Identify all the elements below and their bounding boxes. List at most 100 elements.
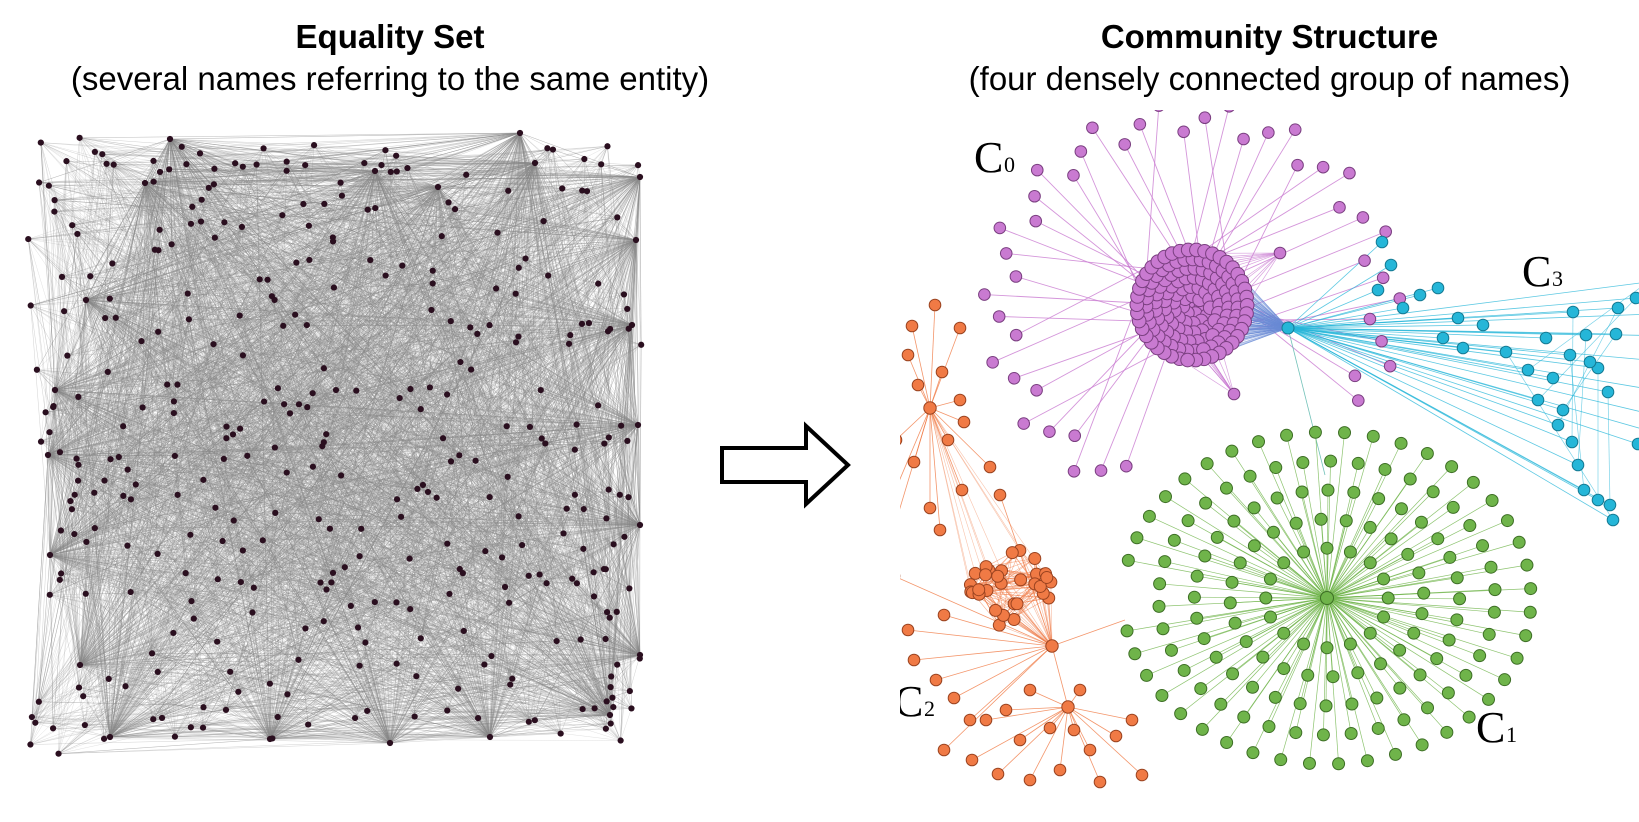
equality-edge xyxy=(90,138,171,277)
equality-edge xyxy=(519,132,641,656)
equality-edge xyxy=(635,239,641,526)
equality-edge xyxy=(601,164,641,656)
equality-edge xyxy=(59,424,639,453)
equality-edge xyxy=(431,176,641,311)
equality-edge xyxy=(635,239,642,345)
equality-edge xyxy=(409,424,639,559)
equality-edge xyxy=(540,389,639,426)
equality-edge xyxy=(515,293,641,656)
equality-edge xyxy=(521,239,637,546)
equality-edge xyxy=(598,283,611,716)
equality-edge xyxy=(193,524,641,619)
equality-edge xyxy=(269,654,641,684)
equality-edge xyxy=(607,146,641,656)
equality-edge xyxy=(497,132,521,233)
equality-edge xyxy=(201,199,641,656)
equality-edge xyxy=(457,176,641,689)
equality-edge xyxy=(619,239,637,495)
equality-edge xyxy=(105,317,639,426)
equality-edge xyxy=(190,654,641,728)
equality-edge xyxy=(470,327,641,656)
equality-edge xyxy=(112,132,521,264)
equality-edge xyxy=(593,324,633,597)
left-panel-title: Equality Set (several names referring to… xyxy=(0,16,780,100)
equality-edge xyxy=(410,388,641,656)
equality-edge xyxy=(477,424,639,719)
equality-edge xyxy=(576,583,611,716)
equality-edge xyxy=(447,654,641,711)
equality-edge xyxy=(326,434,641,526)
equality-edge xyxy=(130,591,491,738)
equality-edge xyxy=(541,324,633,439)
equality-edge xyxy=(78,654,641,688)
equality-edge xyxy=(85,239,637,301)
equality-edge xyxy=(289,239,637,414)
equality-edge xyxy=(314,144,637,241)
equality-edge xyxy=(508,602,611,716)
equality-set-subtitle: (several names referring to the same ent… xyxy=(70,60,710,97)
equality-edge xyxy=(628,328,641,656)
equality-edge xyxy=(562,188,637,241)
equality-edge xyxy=(177,239,637,385)
equality-edge xyxy=(525,258,633,326)
equality-edge xyxy=(185,572,611,716)
equality-edge xyxy=(582,190,637,241)
equality-edge xyxy=(61,132,521,278)
equality-edge xyxy=(39,138,171,183)
equality-edge xyxy=(361,239,637,529)
equality-edge xyxy=(169,138,639,166)
equality-edge xyxy=(58,742,391,754)
equality-edge xyxy=(396,132,521,156)
equality-edge xyxy=(309,259,641,656)
equality-edge xyxy=(181,146,611,716)
equality-edge xyxy=(242,324,633,356)
equality-edge xyxy=(432,239,637,284)
equality-edge xyxy=(39,182,637,241)
equality-edge xyxy=(534,524,641,721)
equality-set-title: Equality Set xyxy=(295,18,485,55)
equality-edge xyxy=(541,438,611,716)
equality-edge xyxy=(601,164,637,241)
equality-edge xyxy=(562,188,611,716)
equality-edge xyxy=(54,138,171,201)
equality-edge xyxy=(30,305,51,556)
equality-edge xyxy=(35,138,171,723)
equality-edge xyxy=(79,132,521,139)
equality-edge xyxy=(186,164,641,656)
equality-edge xyxy=(201,132,521,200)
equality-edge xyxy=(583,548,611,716)
equality-edge xyxy=(35,454,49,723)
equality-edge xyxy=(409,558,611,716)
equality-edge xyxy=(190,132,521,224)
equality-edge xyxy=(287,654,641,695)
equality-edge xyxy=(314,132,521,146)
equality-edge xyxy=(489,545,523,738)
equality-edge xyxy=(541,438,641,656)
equality-edge xyxy=(188,132,521,320)
equality-edge xyxy=(635,239,641,656)
equality-edge xyxy=(269,736,491,740)
equality-edge xyxy=(157,132,521,555)
equality-edge xyxy=(40,142,641,178)
equality-edge xyxy=(471,369,641,526)
equality-edge xyxy=(324,203,639,426)
equality-edge xyxy=(570,335,639,426)
equality-edge xyxy=(489,308,628,738)
equality-edge xyxy=(83,696,611,716)
equality-edge xyxy=(609,617,641,656)
equality-edge xyxy=(624,176,641,537)
equality-edge xyxy=(169,138,618,218)
equality-edge xyxy=(332,132,521,573)
equality-edge xyxy=(504,424,639,588)
equality-edge xyxy=(94,324,633,529)
equality-edge xyxy=(58,738,271,754)
equality-edge xyxy=(308,225,611,716)
community-structure-subtitle: (four densely connected group of names) xyxy=(968,60,1571,97)
equality-edge xyxy=(169,138,287,171)
equality-edge xyxy=(94,492,641,526)
equality-edge xyxy=(519,132,641,178)
equality-edge xyxy=(631,324,641,656)
equality-edge xyxy=(429,387,611,716)
equality-edge xyxy=(637,424,641,526)
equality-edge xyxy=(173,632,611,716)
